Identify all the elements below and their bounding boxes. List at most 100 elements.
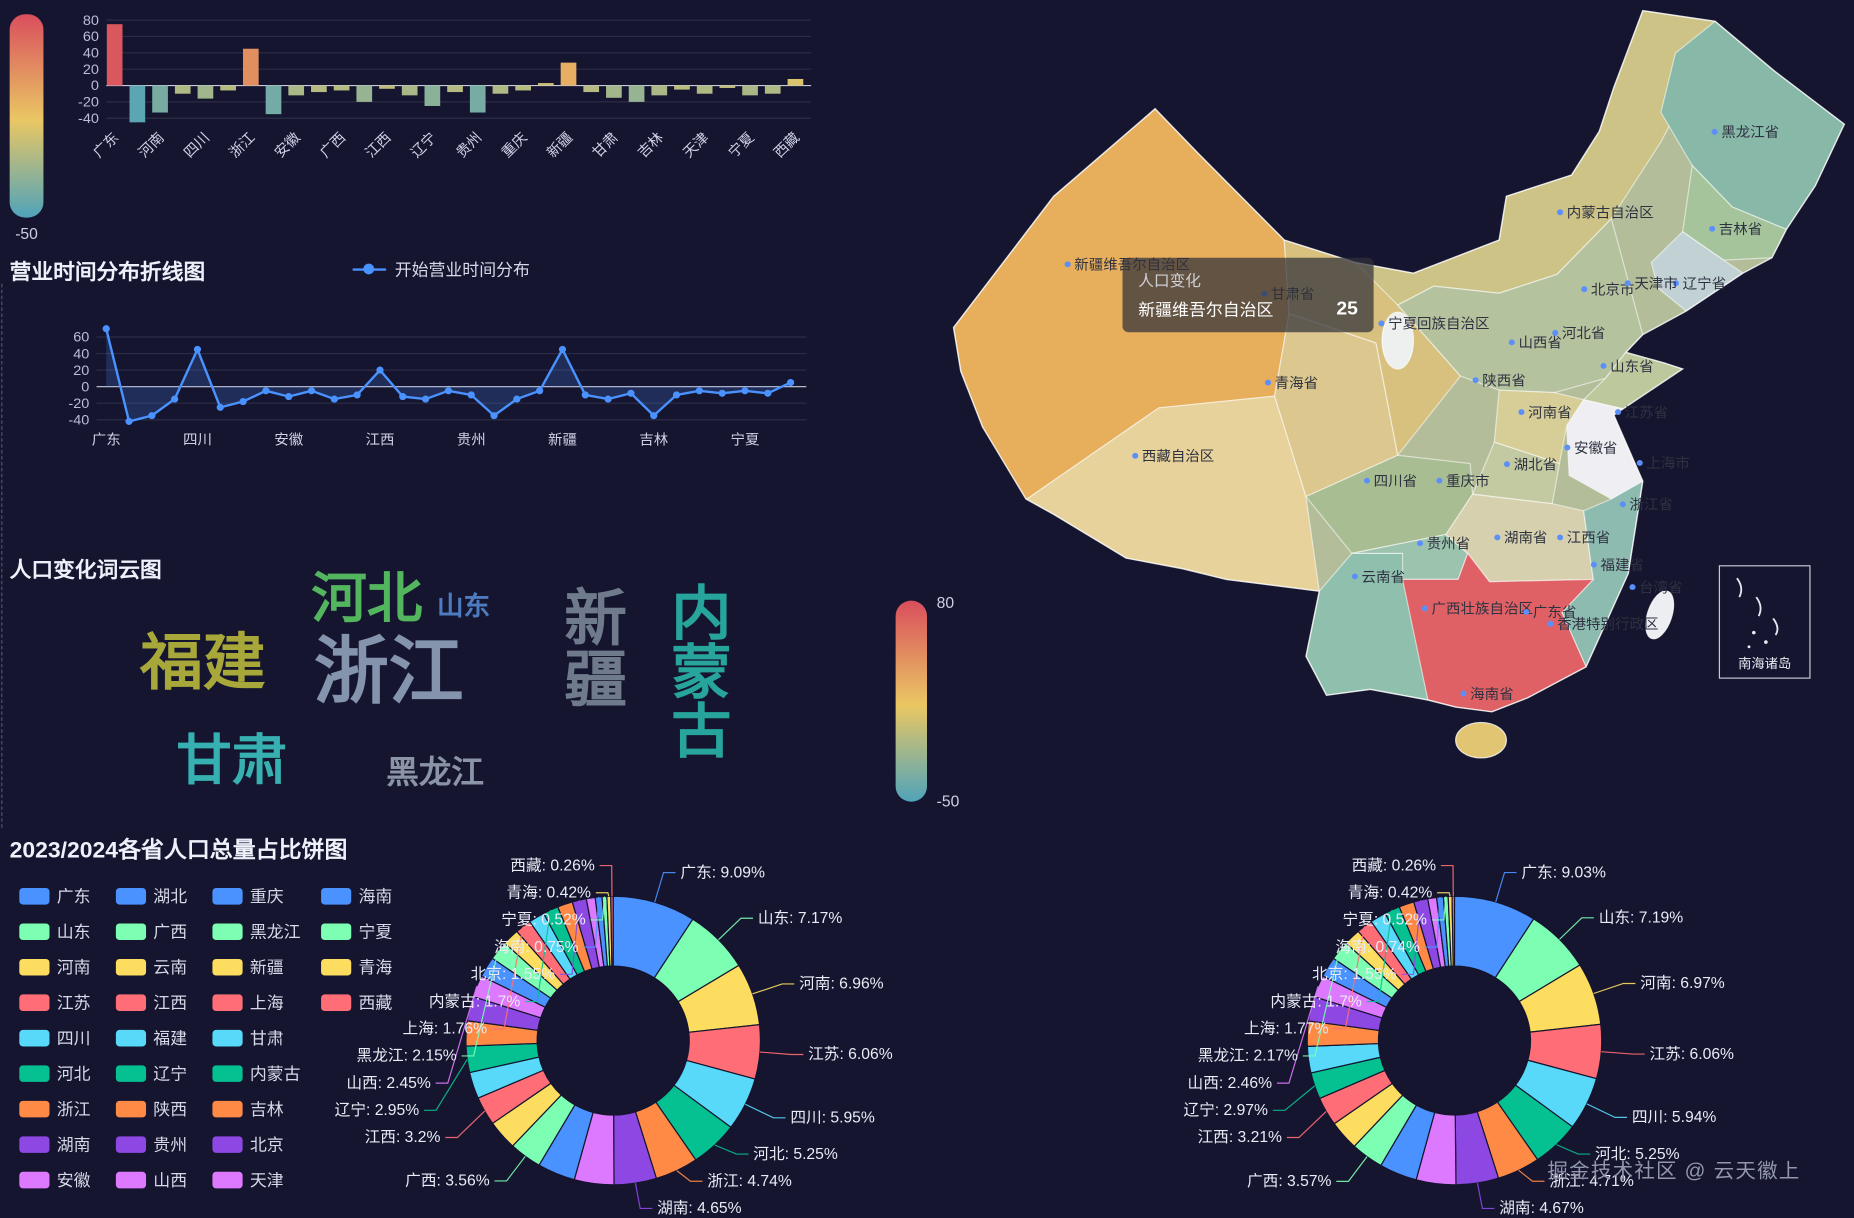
line-point[interactable] [171,395,179,403]
legend-item[interactable]: 福建 [115,1026,187,1050]
bar[interactable] [492,85,509,94]
map-province-label[interactable]: 西藏自治区 [1132,446,1214,466]
map-visualmap-gradient[interactable]: 80 -50 [895,589,1005,825]
bar[interactable] [288,85,305,96]
line-point[interactable] [558,345,567,353]
line-point[interactable] [444,387,453,395]
line-point[interactable] [353,391,361,399]
legend-item[interactable]: 浙江 [19,1097,91,1121]
line-point[interactable] [718,389,726,397]
legend-item[interactable]: 西藏 [321,991,392,1015]
map-province-label[interactable]: 天津市 [1624,273,1678,293]
bar[interactable] [651,85,668,96]
bar[interactable] [129,85,146,123]
legend-item[interactable]: 北京 [212,1133,284,1157]
bar[interactable] [311,85,327,93]
line-point[interactable] [536,387,544,395]
wordcloud-word[interactable]: 新疆 [554,585,625,709]
line-point[interactable] [741,387,749,395]
wordcloud-word[interactable]: 福建 [140,629,266,698]
legend-item[interactable]: 江苏 [19,991,91,1015]
wordcloud-word[interactable]: 甘肃 [176,729,288,792]
wordcloud-word[interactable]: 黑龙江 [386,754,485,790]
legend-item[interactable]: 云南 [115,955,187,979]
bar[interactable] [220,85,236,91]
map-province-label[interactable]: 重庆市 [1436,471,1489,491]
legend-item[interactable]: 安徽 [19,1168,91,1192]
map-province-label[interactable]: 内蒙古自治区 [1557,202,1654,222]
legend-item[interactable]: 山东 [19,920,91,944]
map-province-label[interactable]: 山东省 [1600,356,1654,376]
legend-item[interactable]: 青海 [321,955,392,979]
line-point[interactable] [490,412,498,420]
map-province-label[interactable]: 海南省 [1460,683,1514,703]
legend-item[interactable]: 海南 [321,884,392,908]
line-point[interactable] [513,395,521,403]
legend-item[interactable]: 四川 [19,1026,91,1050]
legend-item[interactable]: 江西 [115,991,187,1015]
line-point[interactable] [307,387,316,395]
map-province-label[interactable]: 云南省 [1351,566,1405,586]
line-point[interactable] [125,417,133,425]
map-province-label[interactable]: 山西省 [1508,332,1562,352]
legend-item[interactable]: 广东 [19,884,91,908]
bar[interactable] [333,85,350,91]
legend-item[interactable]: 广西 [115,920,187,944]
bar[interactable] [424,85,441,106]
wordcloud-word[interactable]: 内蒙古 [662,581,731,760]
map-province-label[interactable]: 辽宁省 [1672,273,1726,293]
pie-slice[interactable] [1451,895,1456,967]
bar[interactable] [537,83,554,86]
map-province-label[interactable]: 上海市 [1636,453,1690,473]
wordcloud-word[interactable]: 浙江 [313,631,464,714]
map-province-label[interactable]: 黑龙江省 [1711,122,1779,142]
map-province-label[interactable]: 青海省 [1264,372,1318,392]
bar[interactable] [719,85,736,88]
legend-item[interactable]: 贵州 [115,1133,187,1157]
line-point[interactable] [148,412,156,420]
bar[interactable] [674,85,690,90]
legend-item[interactable]: 甘肃 [212,1026,284,1050]
bar[interactable] [787,78,804,86]
line-point[interactable] [262,387,270,395]
line-point[interactable] [376,366,384,374]
map-province-label[interactable]: 河南省 [1518,402,1572,422]
line-point[interactable] [764,389,772,397]
bar[interactable] [197,85,214,99]
line-series-legend[interactable]: 开始营业时间分布 [352,258,530,282]
legend-item[interactable]: 天津 [212,1168,284,1192]
legend-item[interactable]: 河南 [19,955,91,979]
map-province-label[interactable]: 江西省 [1557,527,1610,547]
line-point[interactable] [330,395,338,403]
bar[interactable] [583,85,600,93]
line-point[interactable] [285,393,293,401]
line-point[interactable] [786,378,795,387]
map-gradient-bar[interactable] [895,600,927,802]
bar[interactable] [106,24,123,86]
legend-item[interactable]: 重庆 [212,884,284,908]
line-point[interactable] [216,403,224,411]
wordcloud-word[interactable]: 山东 [436,591,491,621]
line-point[interactable] [650,412,658,420]
line-series[interactable] [105,328,792,423]
map-province-label[interactable]: 浙江省 [1619,494,1673,514]
line-point[interactable] [604,395,612,403]
bar[interactable] [379,85,395,89]
bar[interactable] [628,85,645,102]
line-point[interactable] [399,393,407,401]
bar[interactable] [242,48,259,86]
bar[interactable] [174,85,191,94]
legend-item[interactable]: 新疆 [212,955,284,979]
map-province-label[interactable]: 江苏省 [1615,402,1668,422]
legend-item[interactable]: 内蒙古 [212,1062,301,1086]
legend-item[interactable]: 山西 [115,1168,187,1192]
china-map[interactable] [952,0,1854,842]
map-province-label[interactable]: 陕西省 [1472,370,1526,390]
map-region-hainan[interactable] [1455,721,1507,759]
bar[interactable] [447,85,463,93]
map-province-label[interactable]: 福建省 [1590,555,1644,575]
bar[interactable] [469,85,486,113]
map-province-label[interactable]: 四川省 [1363,471,1417,491]
line-point[interactable] [627,389,635,397]
legend-item[interactable]: 宁夏 [321,920,392,944]
